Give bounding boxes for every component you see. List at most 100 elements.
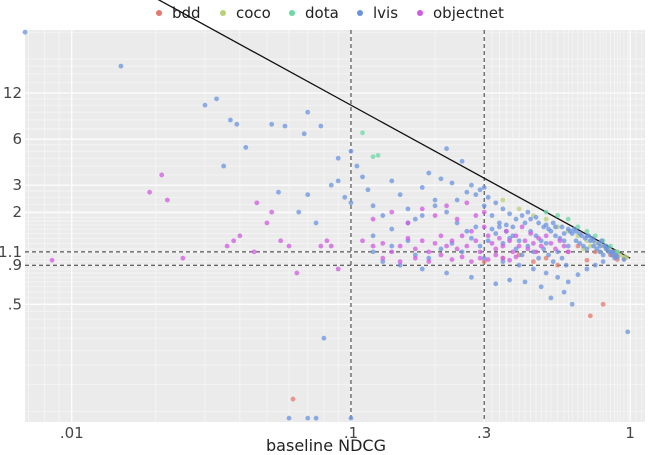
data-point-objectnet — [454, 216, 460, 222]
data-point-coco — [516, 206, 522, 212]
data-point-objectnet — [516, 243, 522, 249]
data-point-objectnet — [485, 257, 491, 262]
data-point-lvis — [221, 163, 227, 169]
data-point-lvis — [469, 235, 474, 241]
data-point-lvis — [459, 249, 465, 255]
data-point-lvis — [342, 194, 348, 200]
legend-item-coco: coco — [220, 4, 271, 22]
data-point-lvis — [493, 231, 499, 236]
legend-item-dota: dota — [289, 4, 339, 22]
data-point-objectnet — [477, 249, 483, 255]
data-point-lvis — [577, 231, 583, 236]
data-point-lvis — [389, 226, 395, 232]
data-point-objectnet — [360, 238, 365, 244]
data-point-lvis — [477, 187, 483, 193]
data-point-lvis — [559, 224, 565, 230]
data-point-lvis — [202, 102, 208, 108]
data-point-objectnet — [519, 224, 525, 230]
data-point-lvis — [569, 301, 575, 307]
data-point-dota — [543, 209, 549, 215]
data-point-lvis — [444, 146, 449, 152]
data-point-lvis — [597, 243, 603, 249]
data-point-lvis — [269, 121, 275, 127]
data-point-lvis — [591, 238, 597, 244]
data-point-lvis — [530, 266, 536, 272]
data-point-objectnet — [469, 228, 474, 234]
data-point-objectnet — [397, 259, 403, 265]
legend-swatch-coco — [220, 10, 226, 16]
data-point-objectnet — [380, 240, 386, 246]
reference-line-diagonal — [157, 0, 631, 259]
data-point-lvis — [473, 192, 479, 198]
legend-item-objectnet: objectnet — [417, 4, 504, 22]
data-point-objectnet — [438, 252, 444, 258]
data-point-lvis — [454, 197, 460, 203]
data-point-lvis — [538, 284, 544, 290]
data-point-lvis — [370, 249, 376, 255]
data-point-objectnet — [251, 249, 257, 255]
data-point-objectnet — [380, 255, 386, 261]
legend-swatch-dota — [289, 10, 295, 16]
data-point-lvis — [313, 220, 319, 226]
data-point-dota — [555, 213, 561, 218]
data-point-lvis — [592, 262, 598, 268]
data-point-lvis — [575, 272, 581, 278]
data-point-objectnet — [522, 238, 528, 244]
data-point-objectnet — [477, 255, 483, 261]
data-point-lvis — [500, 206, 506, 212]
data-point-lvis — [464, 228, 470, 234]
legend-swatch-bdd — [156, 10, 162, 16]
data-point-lvis — [528, 216, 534, 222]
data-point-objectnet — [493, 252, 499, 258]
data-point-lvis — [305, 415, 311, 421]
data-point-objectnet — [159, 172, 165, 178]
data-point-lvis — [613, 252, 619, 258]
data-point-objectnet — [370, 216, 376, 222]
data-point-lvis — [507, 211, 513, 217]
data-point-objectnet — [449, 238, 455, 244]
legend-label-dota: dota — [305, 4, 339, 22]
data-point-lvis — [370, 203, 376, 209]
data-point-lvis — [561, 238, 567, 244]
data-point-objectnet — [269, 209, 275, 215]
data-point-lvis — [282, 123, 288, 129]
data-point-lvis — [380, 259, 386, 265]
data-point-lvis — [496, 220, 502, 226]
data-point-lvis — [286, 415, 292, 421]
data-point-lvis — [360, 174, 365, 180]
data-point-lvis — [507, 277, 513, 283]
data-point-objectnet — [510, 249, 516, 255]
data-point-lvis — [276, 189, 281, 195]
data-point-objectnet — [464, 243, 470, 249]
data-point-lvis — [449, 180, 455, 186]
data-point-lvis — [489, 226, 495, 232]
data-point-objectnet — [180, 255, 186, 261]
data-point-lvis — [522, 279, 528, 285]
data-point-lvis — [553, 224, 558, 230]
data-point-objectnet — [278, 238, 284, 244]
data-point-lvis — [573, 228, 579, 234]
data-point-dota — [584, 228, 590, 234]
data-point-lvis — [354, 163, 360, 169]
data-point-objectnet — [412, 246, 418, 252]
data-point-objectnet — [513, 233, 519, 239]
data-point-lvis — [525, 209, 531, 215]
data-point-dota — [375, 152, 381, 158]
data-point-objectnet — [264, 220, 270, 226]
data-point-lvis — [481, 185, 487, 190]
data-point-lvis — [536, 220, 542, 226]
legend-label-objectnet: objectnet — [433, 4, 504, 22]
data-point-objectnet — [237, 233, 243, 239]
data-point-lvis — [296, 209, 302, 215]
data-point-lvis — [519, 213, 525, 218]
data-point-lvis — [485, 238, 491, 244]
data-point-lvis — [305, 192, 311, 198]
x-tick-label: .1 — [344, 424, 358, 442]
data-point-coco — [500, 197, 506, 203]
data-point-objectnet — [405, 220, 411, 226]
data-point-lvis — [599, 238, 604, 244]
data-point-lvis — [473, 224, 479, 230]
data-point-lvis — [516, 262, 522, 268]
y-tick-label: 12 — [3, 84, 22, 102]
